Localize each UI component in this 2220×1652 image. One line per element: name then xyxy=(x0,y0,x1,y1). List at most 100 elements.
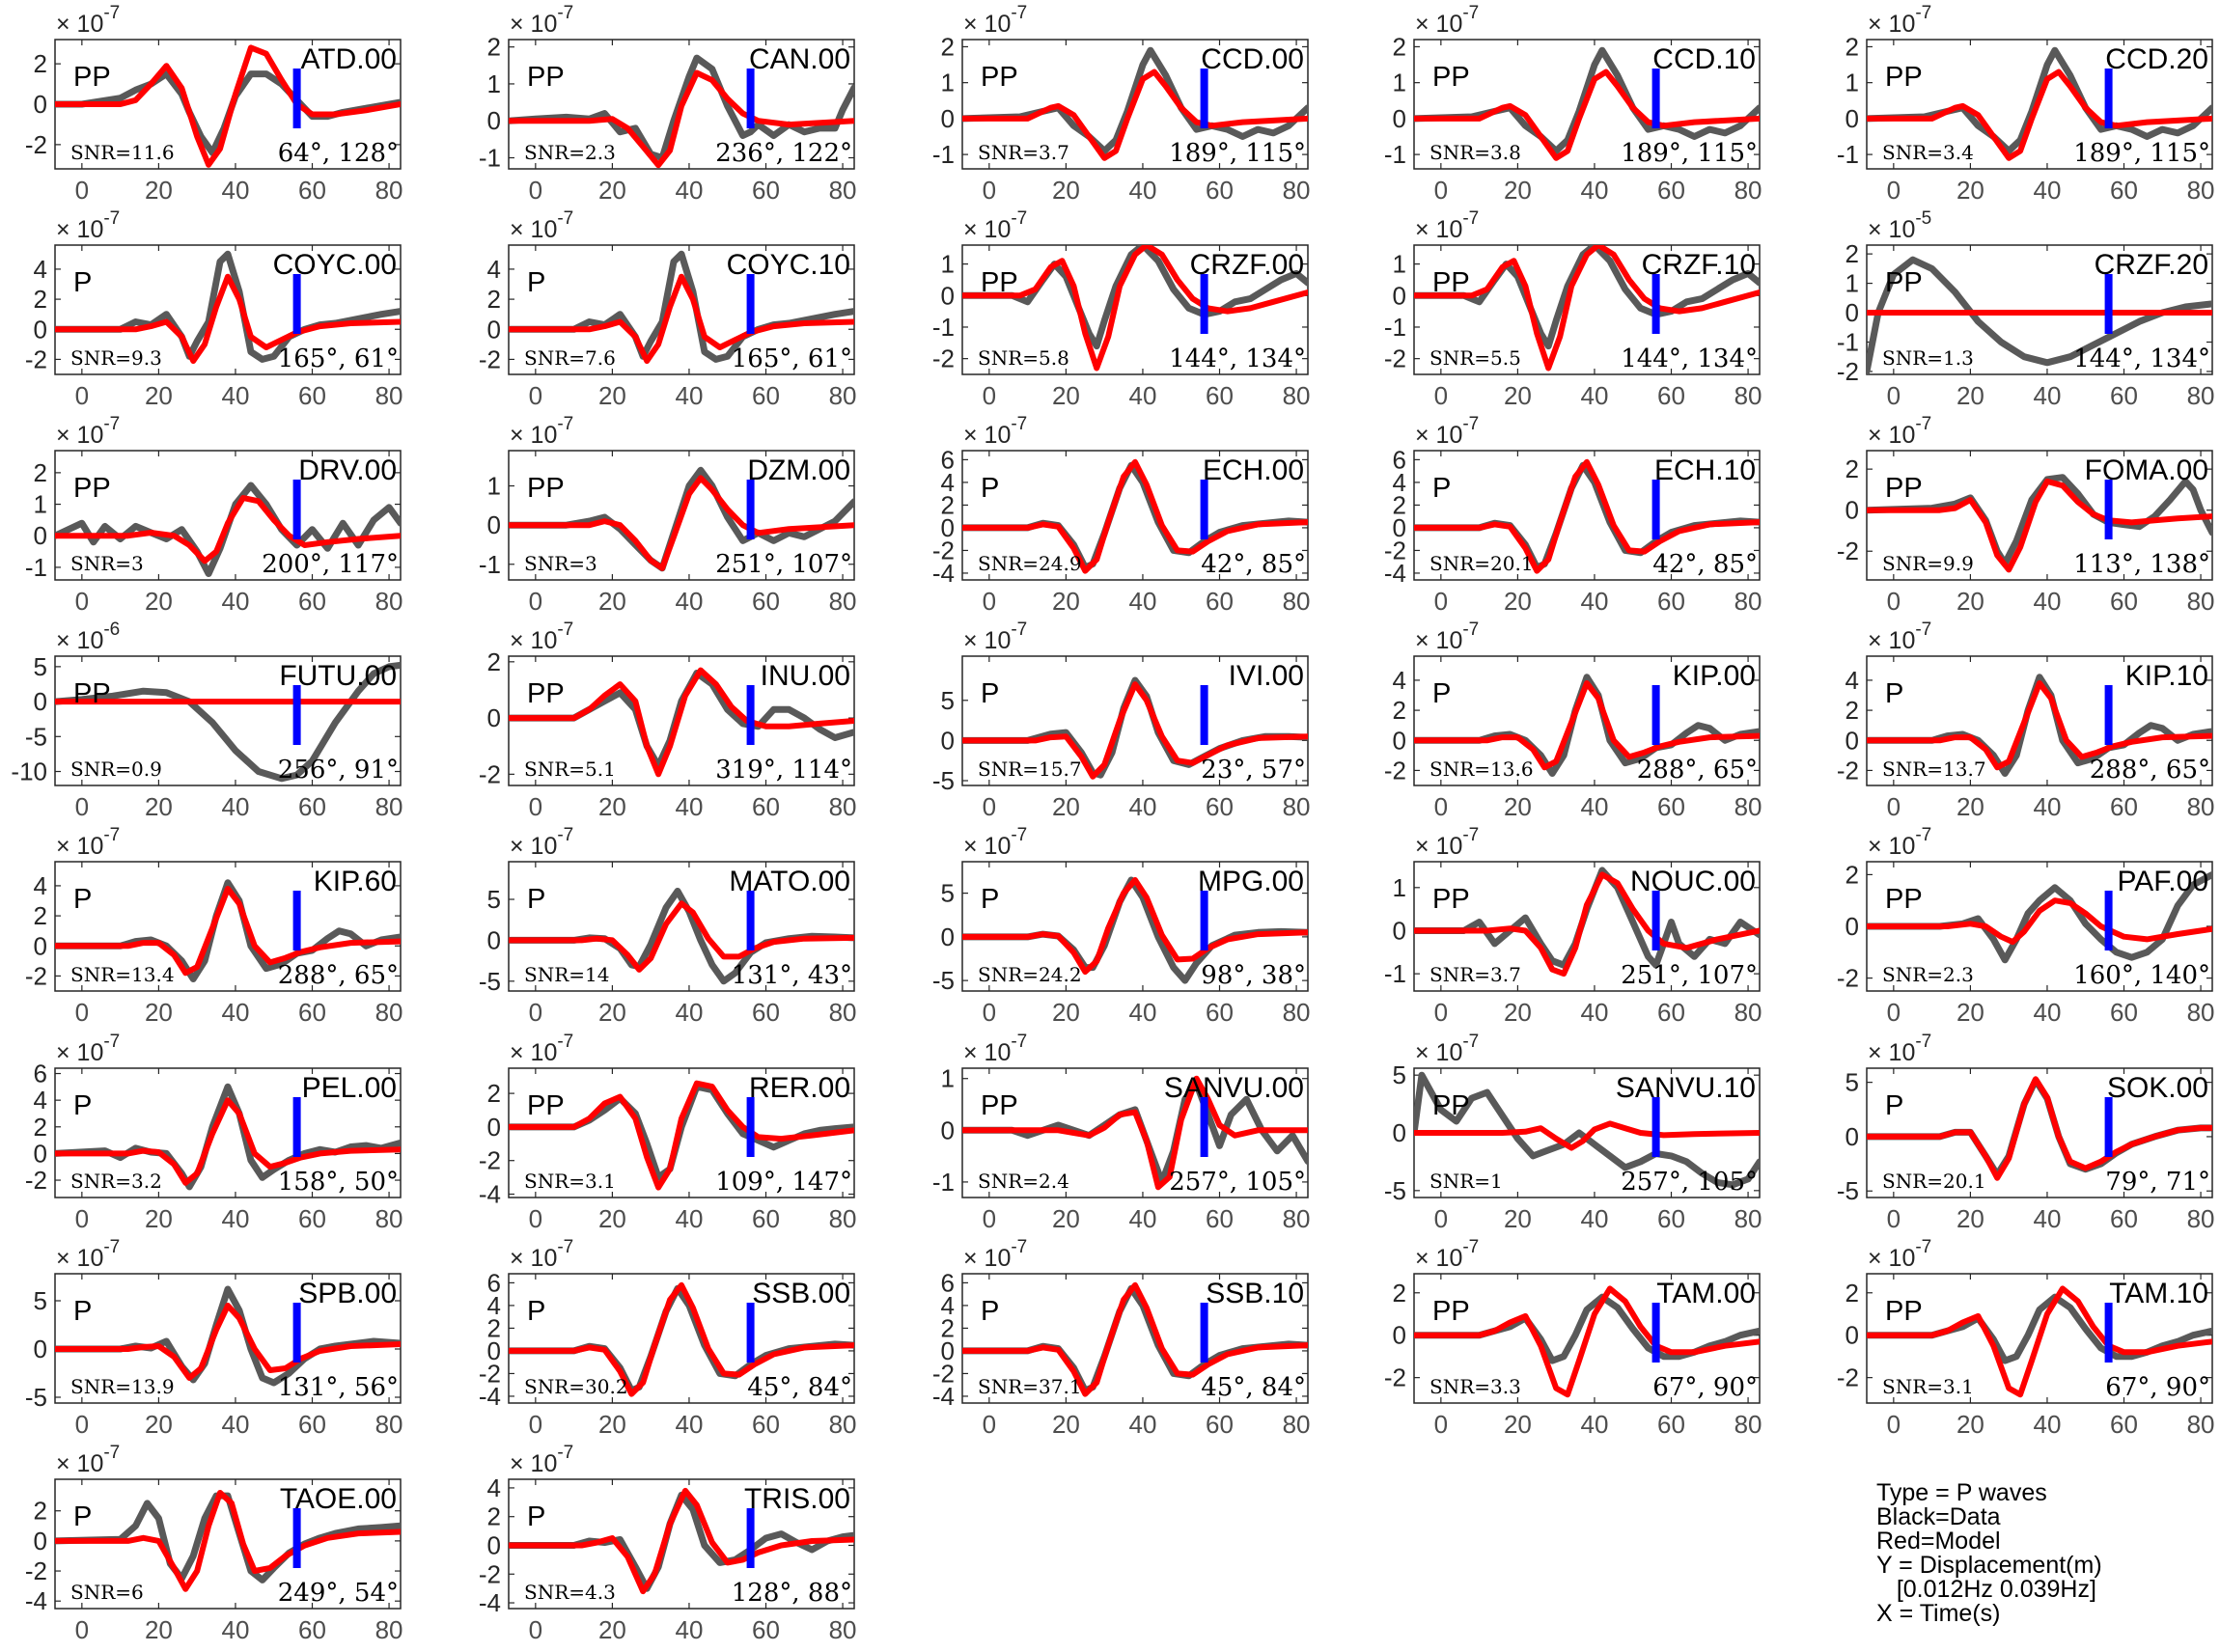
x-tick-label: 40 xyxy=(221,998,249,1027)
y-tick-label: 4 xyxy=(34,255,47,284)
y-exponent-label: × 10-7 xyxy=(510,1237,573,1272)
y-exponent-power: -7 xyxy=(557,3,573,23)
y-tick-label: -2 xyxy=(25,1556,47,1585)
snr-label: SNR=3.7 xyxy=(978,141,1069,164)
y-tick-label: -2 xyxy=(932,536,955,564)
snr-label: SNR=4.3 xyxy=(524,1581,616,1604)
trace-group xyxy=(1867,674,2212,777)
model-trace xyxy=(962,1075,1308,1191)
snr-label: SNR=0.9 xyxy=(70,757,162,781)
y-exponent-label: × 10-7 xyxy=(56,825,120,860)
azimuth-angles-label: 257°, 105° xyxy=(1169,1168,1306,1197)
y-exponent-power: -6 xyxy=(103,620,120,640)
y-exponent-power: -7 xyxy=(103,1032,120,1052)
x-tick-label: 0 xyxy=(1434,792,1448,821)
azimuth-angles-label: 113°, 138° xyxy=(2073,550,2210,579)
model-trace xyxy=(1867,680,2212,771)
y-tick-label: 4 xyxy=(487,1473,501,1502)
model-trace xyxy=(1867,478,2212,573)
data-trace xyxy=(1414,46,1760,154)
x-tick-label: 60 xyxy=(1657,1204,1685,1233)
y-tick-label: 2 xyxy=(34,49,47,78)
station-label: MATO.00 xyxy=(729,866,850,897)
y-tick-label: 6 xyxy=(487,1268,501,1297)
y-tick-label: -5 xyxy=(932,966,955,995)
station-label: CCD.10 xyxy=(1652,43,1756,75)
station-label: FUTU.00 xyxy=(279,660,397,692)
y-tick-label: 4 xyxy=(487,255,501,284)
model-trace xyxy=(962,1281,1308,1397)
phase-label: PP xyxy=(527,678,565,709)
y-tick-label: 2 xyxy=(1845,1279,1859,1308)
trace-group xyxy=(962,245,1308,372)
trace-group xyxy=(1414,458,1760,574)
y-tick-label: 0 xyxy=(34,1527,47,1556)
snr-label: SNR=15.7 xyxy=(978,757,1082,781)
azimuth-angles-label: 251°, 107° xyxy=(715,550,852,579)
y-tick-label: -2 xyxy=(1384,536,1406,564)
phase-label: P xyxy=(527,1501,545,1532)
trace-group xyxy=(509,1281,854,1397)
time-window-marker xyxy=(2104,1303,2113,1363)
x-tick-label: 0 xyxy=(1887,381,1901,410)
y-exponent-power: -7 xyxy=(103,208,120,229)
y-exponent-label: × 10-7 xyxy=(1868,414,1931,449)
time-window-marker xyxy=(746,891,755,950)
y-exponent-power: -7 xyxy=(557,620,573,640)
trace-group xyxy=(1867,474,2212,573)
x-tick-label: 20 xyxy=(1956,587,1984,616)
y-tick-label: 1 xyxy=(487,69,501,98)
x-tick-label: 40 xyxy=(675,176,703,205)
y-tick-label: 2 xyxy=(1393,1279,1406,1308)
x-tick-label: 20 xyxy=(1956,1410,1984,1439)
y-exponent-power: -7 xyxy=(1462,825,1479,845)
y-exponent-power: -7 xyxy=(1011,825,1027,845)
x-tick-label: 60 xyxy=(298,1410,326,1439)
model-trace xyxy=(55,44,401,168)
x-tick-label: 60 xyxy=(752,381,780,410)
y-tick-label: -2 xyxy=(1837,1363,1859,1392)
x-tick-label: 60 xyxy=(2110,1204,2138,1233)
model-trace xyxy=(1414,1285,1760,1398)
waveform-panel: 0 20 40 60 80 -5 0 5 × 10-7 P SPB.00 SNR=13.9 131°, … xyxy=(25,1237,403,1439)
y-exponent-power: -7 xyxy=(1011,414,1027,434)
x-tick-label: 20 xyxy=(1504,1410,1532,1439)
phase-label: PP xyxy=(1885,267,1923,298)
y-tick-label: -1 xyxy=(1837,328,1859,357)
y-tick-label: 0 xyxy=(487,703,501,732)
y-tick-label: 4 xyxy=(1393,468,1406,497)
station-label: NOUC.00 xyxy=(1630,866,1756,897)
x-tick-label: 80 xyxy=(375,381,403,410)
trace-group xyxy=(1414,1071,1760,1189)
y-tick-label: -4 xyxy=(479,1180,501,1209)
waveform-panel: 0 20 40 60 80 -1 0 1 2 × 10-7 PP CCD.20 SNR=3.4 189°,… xyxy=(1837,3,2215,205)
x-tick-label: 0 xyxy=(529,1615,542,1644)
model-trace xyxy=(55,1303,401,1381)
waveform-panel: 0 20 40 60 80 -1 0 1 2 × 10-7 PP CCD.00 SNR=3.7 189°,… xyxy=(932,3,1311,205)
x-tick-label: 20 xyxy=(1956,176,1984,205)
y-tick-label: -1 xyxy=(932,1168,955,1197)
x-tick-label: 40 xyxy=(1580,381,1608,410)
x-tick-label: 20 xyxy=(598,587,626,616)
y-tick-label: 0 xyxy=(941,922,955,951)
x-tick-label: 80 xyxy=(829,792,857,821)
x-tick-label: 20 xyxy=(598,792,626,821)
x-tick-label: 80 xyxy=(2187,998,2215,1027)
azimuth-angles-label: 131°, 43° xyxy=(732,961,852,990)
x-tick-label: 60 xyxy=(752,1204,780,1233)
y-tick-label: -5 xyxy=(1384,1176,1406,1205)
x-tick-label: 80 xyxy=(1734,587,1762,616)
y-exponent-power: -7 xyxy=(103,1237,120,1257)
x-tick-label: 80 xyxy=(1283,1204,1311,1233)
snr-label: SNR=2.3 xyxy=(1882,963,1974,986)
azimuth-angles-label: 109°, 147° xyxy=(715,1168,852,1197)
time-window-marker xyxy=(292,1508,301,1568)
legend-line: Black=Data xyxy=(1876,1503,2001,1530)
y-tick-label: 0 xyxy=(34,1139,47,1168)
x-tick-label: 60 xyxy=(1206,587,1234,616)
phase-label: P xyxy=(981,884,999,915)
y-tick-label: -2 xyxy=(932,344,955,373)
